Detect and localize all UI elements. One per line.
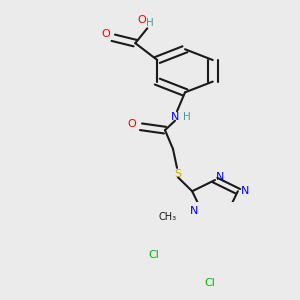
Text: N: N [241,186,249,196]
Text: O: O [137,15,146,25]
Text: Cl: Cl [205,278,215,289]
Text: H: H [183,112,191,122]
Text: O: O [101,29,110,39]
Text: O: O [128,119,136,129]
Text: N: N [216,172,224,182]
Text: S: S [174,169,182,179]
Text: H: H [146,18,154,28]
Text: CH₃: CH₃ [159,212,177,222]
Text: N: N [190,206,198,216]
Text: N: N [171,112,179,122]
Text: Cl: Cl [149,250,160,260]
